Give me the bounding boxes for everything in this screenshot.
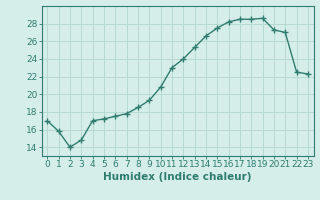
X-axis label: Humidex (Indice chaleur): Humidex (Indice chaleur) — [103, 172, 252, 182]
